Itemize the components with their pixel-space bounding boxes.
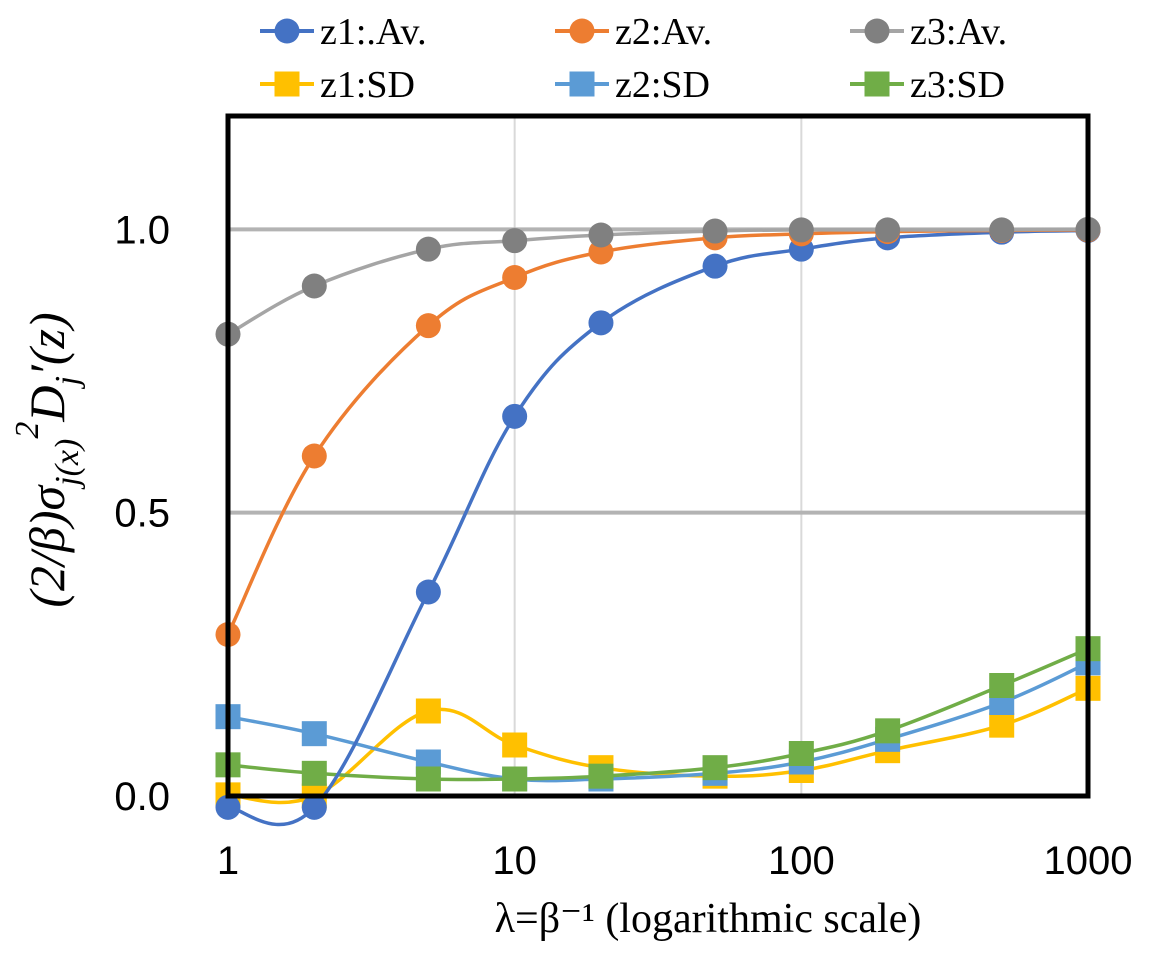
series-3-point-2 <box>415 698 441 724</box>
y-axis-label-sub1: j(x) <box>49 439 86 490</box>
series-2-point-8 <box>989 217 1015 243</box>
y-axis-label: (2/β)σj(x)2Dj′(z) <box>9 312 86 607</box>
series-0 <box>215 217 1101 827</box>
series-0-point-4 <box>588 310 614 336</box>
legend-marker-2 <box>864 18 890 44</box>
legend-item-5: z3:SD <box>850 64 1005 106</box>
series-5-point-6 <box>788 741 814 766</box>
legend: z1:.Av. z2:Av. z3:Av. z1:SD z2:SD z3:SD <box>260 11 1007 106</box>
y-tick-label-1: 0.5 <box>114 492 170 536</box>
series-2-point-5 <box>702 218 728 244</box>
series-2-point-6 <box>788 217 814 243</box>
legend-item-0: z1:.Av. <box>260 11 427 53</box>
x-tick-label-0: 1 <box>217 839 239 883</box>
legend-label-5: z3:SD <box>910 64 1005 106</box>
y-tick-label-2: 1.0 <box>114 208 170 252</box>
legend-label-3: z1:SD <box>320 64 415 106</box>
series-1-point-2 <box>415 313 441 339</box>
series-3-point-8 <box>989 712 1015 738</box>
series-0-point-2 <box>415 579 441 605</box>
series-5 <box>215 636 1101 792</box>
legend-marker-5 <box>864 71 890 97</box>
series-5-point-5 <box>702 755 728 781</box>
x-axis-label: λ=β⁻¹ (logarithmic scale) <box>495 896 922 942</box>
series-0-point-3 <box>502 403 528 429</box>
series-0-point-1 <box>301 794 327 820</box>
y-axis-label-text: (2/β)σ <box>19 484 75 608</box>
series-2-point-2 <box>415 236 441 262</box>
series-0-point-5 <box>702 253 728 279</box>
series-2-point-7 <box>875 217 901 243</box>
series-5-point-7 <box>875 718 901 744</box>
plot-frame <box>225 113 1091 799</box>
series-3-point-3 <box>502 732 528 758</box>
series-5-point-8 <box>989 673 1015 698</box>
x-tick-label-1: 10 <box>492 839 537 883</box>
y-axis-label-d: D <box>19 386 75 423</box>
legend-marker-0 <box>274 18 300 44</box>
series-2-point-3 <box>502 228 528 254</box>
legend-marker-4 <box>569 71 595 97</box>
series-5-point-2 <box>415 766 441 792</box>
series-0-point-0 <box>215 794 241 820</box>
legend-marker-3 <box>274 71 300 97</box>
legend-item-1: z2:Av. <box>555 11 712 53</box>
series-5-line <box>227 647 1089 782</box>
legend-item-3: z1:SD <box>260 64 415 106</box>
series-5-point-1 <box>301 760 327 786</box>
legend-item-2: z3:Av. <box>850 11 1007 53</box>
series-5-point-3 <box>502 766 528 792</box>
series-1-point-3 <box>502 265 528 290</box>
legend-label-1: z2:Av. <box>615 11 712 53</box>
legend-item-4: z2:SD <box>555 64 710 106</box>
legend-marker-1 <box>569 18 595 44</box>
legend-label-4: z2:SD <box>615 64 710 106</box>
y-axis-label-sup: 2 <box>9 422 46 439</box>
series-5-point-4 <box>588 763 614 789</box>
series-4-line <box>227 661 1089 783</box>
legend-label-0: z1:.Av. <box>320 11 427 53</box>
y-tick-label-0: 0.0 <box>114 775 170 819</box>
series-2-line <box>227 227 1089 336</box>
x-tick-label-3: 1000 <box>1044 839 1133 883</box>
x-tick-label-2: 100 <box>768 839 835 883</box>
series-2-point-1 <box>301 273 327 299</box>
legend-label-2: z3:Av. <box>910 11 1007 53</box>
tick-labels: 1 10 100 1000 0.0 0.5 1.0 <box>114 208 1132 883</box>
series-2-point-4 <box>588 222 614 248</box>
y-axis-label-sub2: j <box>49 376 86 389</box>
y-axis-label-prime: ′(z) <box>19 312 75 376</box>
series-1-point-1 <box>301 443 327 469</box>
series-4-point-1 <box>301 721 327 747</box>
